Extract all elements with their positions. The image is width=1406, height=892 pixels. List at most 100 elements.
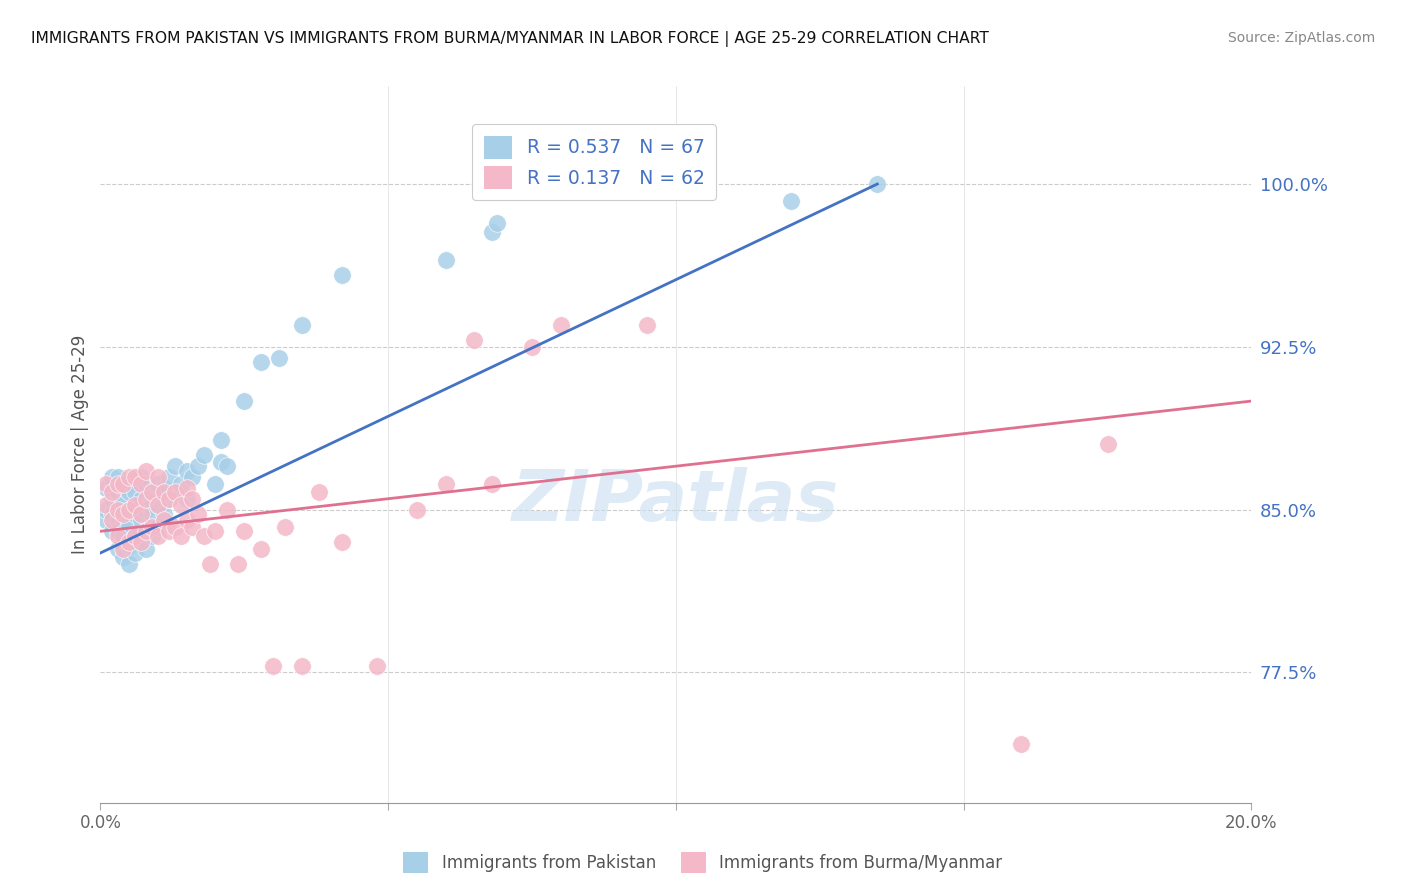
Point <box>228 557 250 571</box>
Point <box>146 520 169 534</box>
Point <box>101 513 124 527</box>
Point <box>107 476 129 491</box>
Point <box>262 658 284 673</box>
Point <box>135 524 157 539</box>
Point <box>129 476 152 491</box>
Point <box>866 177 889 191</box>
Point <box>129 507 152 521</box>
Point <box>141 520 163 534</box>
Point <box>107 485 129 500</box>
Point <box>170 528 193 542</box>
Point <box>107 498 129 512</box>
Point <box>118 520 141 534</box>
Point <box>406 502 429 516</box>
Point <box>198 557 221 571</box>
Point <box>157 491 180 506</box>
Point <box>101 524 124 539</box>
Text: IMMIGRANTS FROM PAKISTAN VS IMMIGRANTS FROM BURMA/MYANMAR IN LABOR FORCE | AGE 2: IMMIGRANTS FROM PAKISTAN VS IMMIGRANTS F… <box>31 31 988 47</box>
Point <box>520 340 543 354</box>
Point <box>157 524 180 539</box>
Point <box>124 528 146 542</box>
Point <box>124 528 146 542</box>
Point <box>129 470 152 484</box>
Point <box>152 507 174 521</box>
Point <box>146 498 169 512</box>
Point <box>434 252 457 267</box>
Point <box>141 528 163 542</box>
Point <box>1010 737 1032 751</box>
Point <box>215 502 238 516</box>
Point <box>204 476 226 491</box>
Point <box>330 535 353 549</box>
Point <box>273 520 295 534</box>
Point <box>204 524 226 539</box>
Point <box>165 459 187 474</box>
Point <box>181 520 204 534</box>
Point <box>135 463 157 477</box>
Point <box>157 491 180 506</box>
Legend: R = 0.537   N = 67, R = 0.137   N = 62: R = 0.537 N = 67, R = 0.137 N = 62 <box>472 124 716 200</box>
Point <box>170 476 193 491</box>
Point <box>330 268 353 283</box>
Point <box>118 502 141 516</box>
Point <box>209 433 232 447</box>
Point <box>157 470 180 484</box>
Point <box>291 318 314 332</box>
Point <box>112 476 135 491</box>
Point <box>135 524 157 539</box>
Point <box>209 455 232 469</box>
Point <box>135 476 157 491</box>
Point <box>129 535 152 549</box>
Point <box>146 528 169 542</box>
Point <box>434 476 457 491</box>
Point <box>233 394 256 409</box>
Point <box>135 491 157 506</box>
Point <box>146 470 169 484</box>
Point <box>152 485 174 500</box>
Point <box>129 513 152 527</box>
Point <box>181 470 204 484</box>
Point <box>463 333 485 347</box>
Point <box>112 550 135 565</box>
Point <box>107 470 129 484</box>
Point <box>366 658 388 673</box>
Point <box>94 481 117 495</box>
Point <box>107 541 129 556</box>
Point <box>481 225 503 239</box>
Point <box>107 528 129 542</box>
Point <box>107 524 129 539</box>
Point <box>481 476 503 491</box>
Point <box>187 459 209 474</box>
Point <box>124 470 146 484</box>
Point <box>176 513 198 527</box>
Point <box>118 535 141 549</box>
Point <box>176 481 198 495</box>
Point <box>118 540 141 554</box>
Point <box>112 528 135 542</box>
Point <box>181 491 204 506</box>
Point <box>308 485 330 500</box>
Point <box>112 481 135 495</box>
Point <box>176 463 198 477</box>
Point <box>193 528 215 542</box>
Point <box>112 541 135 556</box>
Point <box>291 658 314 673</box>
Point <box>124 498 146 512</box>
Text: ZIPatlas: ZIPatlas <box>512 467 839 536</box>
Point <box>165 485 187 500</box>
Point <box>118 470 141 484</box>
Point <box>193 448 215 462</box>
Point <box>107 513 129 527</box>
Point <box>215 459 238 474</box>
Point <box>141 485 163 500</box>
Point <box>112 507 135 521</box>
Point <box>101 507 124 521</box>
Point <box>141 507 163 521</box>
Point <box>112 513 135 527</box>
Point <box>124 507 146 521</box>
Point <box>118 485 141 500</box>
Point <box>267 351 290 365</box>
Point <box>170 498 193 512</box>
Point <box>94 513 117 527</box>
Point <box>152 481 174 495</box>
